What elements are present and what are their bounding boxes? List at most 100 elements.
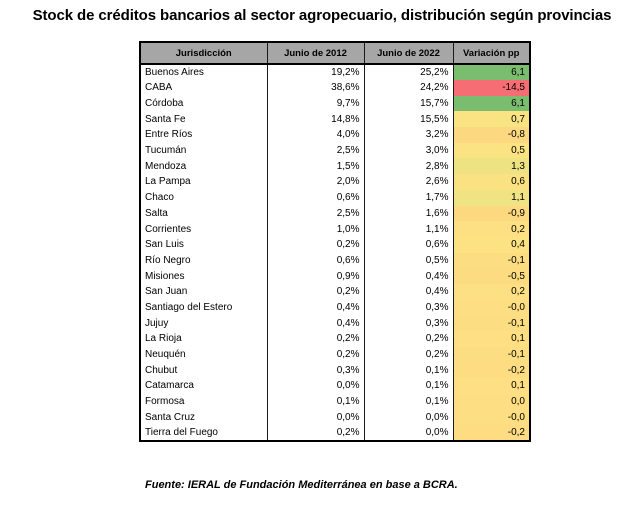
jurisdiction-cell: Río Negro bbox=[139, 252, 268, 269]
june-2012-cell: 0,3% bbox=[266, 362, 365, 379]
june-2012-cell: 2,5% bbox=[266, 142, 365, 159]
jurisdiction-cell: Tierra del Fuego bbox=[139, 425, 268, 443]
variation-cell: -0,8 bbox=[452, 127, 531, 143]
jurisdiction-cell: Corrientes bbox=[139, 221, 268, 237]
june-2012-cell: 0,2% bbox=[266, 331, 365, 347]
june-2012-cell: 0,0% bbox=[266, 378, 365, 394]
variation-cell: -0,5 bbox=[452, 268, 531, 284]
june-2012-cell: 0,2% bbox=[266, 283, 365, 300]
june-2012-cell: 19,2% bbox=[266, 64, 365, 80]
jurisdiction-cell: Santa Fe bbox=[139, 111, 268, 128]
jurisdiction-cell: Entre Ríos bbox=[139, 127, 268, 143]
jurisdiction-cell: Formosa bbox=[139, 393, 268, 410]
table-row: Formosa 0,1% 0,1% 0,0 bbox=[139, 393, 531, 410]
variation-cell: 0,1 bbox=[452, 331, 531, 347]
june-2022-cell: 0,0% bbox=[363, 425, 454, 443]
jurisdiction-cell: Santiago del Estero bbox=[139, 299, 268, 316]
table-row: Santa Fe 14,8% 15,5% 0,7 bbox=[139, 111, 531, 128]
jurisdiction-cell: Salta bbox=[139, 205, 268, 222]
june-2012-cell: 0,2% bbox=[266, 425, 365, 443]
jurisdiction-cell: La Pampa bbox=[139, 174, 268, 190]
june-2012-cell: 14,8% bbox=[266, 111, 365, 128]
variation-cell: -0,9 bbox=[452, 205, 531, 222]
jurisdiction-cell: Santa Cruz bbox=[139, 409, 268, 426]
variation-cell: -0,0 bbox=[452, 299, 531, 316]
june-2012-cell: 0,0% bbox=[266, 409, 365, 426]
table-row: Mendoza 1,5% 2,8% 1,3 bbox=[139, 158, 531, 175]
table-row: Santa Cruz 0,0% 0,0% -0,0 bbox=[139, 409, 531, 426]
june-2022-cell: 0,4% bbox=[363, 283, 454, 300]
variation-cell: -0,2 bbox=[452, 362, 531, 379]
table-row: Chaco 0,6% 1,7% 1,1 bbox=[139, 189, 531, 206]
variation-cell: 6,1 bbox=[452, 64, 531, 80]
june-2012-cell: 2,0% bbox=[266, 174, 365, 190]
june-2012-cell: 38,6% bbox=[266, 80, 365, 96]
june-2022-cell: 0,6% bbox=[363, 236, 454, 253]
june-2022-cell: 0,4% bbox=[363, 268, 454, 284]
june-2022-cell: 0,2% bbox=[363, 331, 454, 347]
header-row: Jurisdicción Junio de 2012 Junio de 2022… bbox=[139, 41, 531, 65]
june-2022-cell: 25,2% bbox=[363, 64, 454, 80]
variation-cell: 0,2 bbox=[452, 221, 531, 237]
june-2012-cell: 0,6% bbox=[266, 189, 365, 206]
table-row: Jujuy 0,4% 0,3% -0,1 bbox=[139, 315, 531, 331]
variation-cell: 0,6 bbox=[452, 174, 531, 190]
table-row: Entre Ríos 4,0% 3,2% -0,8 bbox=[139, 127, 531, 143]
june-2012-cell: 0,9% bbox=[266, 268, 365, 284]
june-2022-cell: 15,5% bbox=[363, 111, 454, 128]
page-title: Stock de créditos bancarios al sector ag… bbox=[32, 7, 612, 24]
june-2022-cell: 0,1% bbox=[363, 378, 454, 394]
jurisdiction-cell: Misiones bbox=[139, 268, 268, 284]
variation-cell: 0,7 bbox=[452, 111, 531, 128]
variation-cell: 0,5 bbox=[452, 142, 531, 159]
june-2022-cell: 0,1% bbox=[363, 393, 454, 410]
table-row: Buenos Aires 19,2% 25,2% 6,1 bbox=[139, 64, 531, 80]
june-2012-cell: 0,2% bbox=[266, 346, 365, 363]
variation-cell: 0,4 bbox=[452, 236, 531, 253]
table-row: La Pampa 2,0% 2,6% 0,6 bbox=[139, 174, 531, 190]
june-2022-cell: 3,0% bbox=[363, 142, 454, 159]
table-row: Chubut 0,3% 0,1% -0,2 bbox=[139, 362, 531, 379]
jurisdiction-cell: Chaco bbox=[139, 189, 268, 206]
table-row: Tierra del Fuego 0,2% 0,0% -0,2 bbox=[139, 425, 531, 443]
table-row: Salta 2,5% 1,6% -0,9 bbox=[139, 205, 531, 222]
table-row: Corrientes 1,0% 1,1% 0,2 bbox=[139, 221, 531, 237]
jurisdiction-cell: Mendoza bbox=[139, 158, 268, 175]
table-row: Río Negro 0,6% 0,5% -0,1 bbox=[139, 252, 531, 269]
june-2012-cell: 1,5% bbox=[266, 158, 365, 175]
table-header: Jurisdicción Junio de 2012 Junio de 2022… bbox=[139, 41, 531, 65]
june-2012-cell: 4,0% bbox=[266, 127, 365, 143]
june-2022-cell: 0,2% bbox=[363, 346, 454, 363]
table-row: San Luis 0,2% 0,6% 0,4 bbox=[139, 236, 531, 253]
table-body: Buenos Aires 19,2% 25,2% 6,1 CABA 38,6% 24,2% -… bbox=[139, 64, 531, 443]
june-2022-cell: 1,7% bbox=[363, 189, 454, 206]
june-2022-cell: 0,3% bbox=[363, 299, 454, 316]
june-2012-cell: 9,7% bbox=[266, 95, 365, 112]
col-header-variacion: Variación pp bbox=[452, 41, 531, 65]
jurisdiction-cell: Córdoba bbox=[139, 95, 268, 112]
jurisdiction-cell: Buenos Aires bbox=[139, 64, 268, 80]
june-2012-cell: 0,2% bbox=[266, 236, 365, 253]
variation-cell: -0,0 bbox=[452, 409, 531, 426]
table-row: Córdoba 9,7% 15,7% 6,1 bbox=[139, 95, 531, 112]
table-row: Tucumán 2,5% 3,0% 0,5 bbox=[139, 142, 531, 159]
table-row: Catamarca 0,0% 0,1% 0,1 bbox=[139, 378, 531, 394]
jurisdiction-cell: Jujuy bbox=[139, 315, 268, 331]
variation-cell: 1,3 bbox=[452, 158, 531, 175]
june-2022-cell: 0,1% bbox=[363, 362, 454, 379]
june-2012-cell: 0,4% bbox=[266, 315, 365, 331]
june-2022-cell: 24,2% bbox=[363, 80, 454, 96]
col-header-2012: Junio de 2012 bbox=[266, 41, 365, 65]
variation-cell: 0,0 bbox=[452, 393, 531, 410]
table-row: CABA 38,6% 24,2% -14,5 bbox=[139, 80, 531, 96]
june-2022-cell: 0,3% bbox=[363, 315, 454, 331]
june-2012-cell: 1,0% bbox=[266, 221, 365, 237]
jurisdiction-cell: CABA bbox=[139, 80, 268, 96]
credit-distribution-table: Jurisdicción Junio de 2012 Junio de 2022… bbox=[139, 41, 531, 443]
june-2012-cell: 0,4% bbox=[266, 299, 365, 316]
variation-cell: 0,1 bbox=[452, 378, 531, 394]
june-2022-cell: 2,8% bbox=[363, 158, 454, 175]
variation-cell: 0,2 bbox=[452, 283, 531, 300]
jurisdiction-cell: Chubut bbox=[139, 362, 268, 379]
table-row: La Rioja 0,2% 0,2% 0,1 bbox=[139, 331, 531, 347]
